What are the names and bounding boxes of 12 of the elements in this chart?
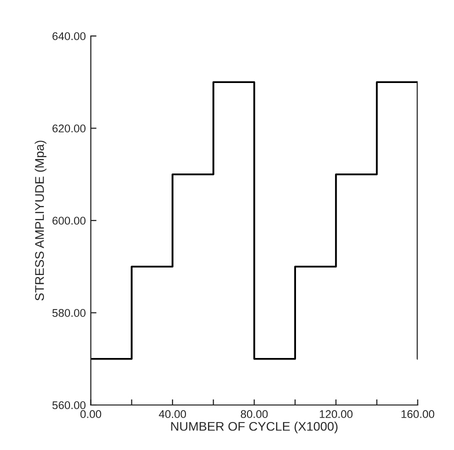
x-tick-label: 120.00 (320, 410, 353, 418)
y-axis-title: STRESS AMPLIYUDE (Mpa) (34, 140, 46, 301)
y-tick-label: 600.00 (52, 216, 86, 225)
y-tick-label: 620.00 (52, 124, 86, 132)
y-tick-label: 560.00 (52, 401, 86, 410)
y-tick-label: 580.00 (52, 309, 86, 317)
x-tick-label: 160.00 (402, 410, 434, 418)
x-tick-label: 80.00 (240, 410, 268, 418)
x-tick-label: 0.00 (80, 410, 102, 418)
x-axis-title: NUMBER OF CYCLE (X1000) (171, 422, 338, 434)
x-tick-label: 40.00 (158, 410, 186, 418)
y-tick-label: 640.00 (52, 32, 86, 40)
